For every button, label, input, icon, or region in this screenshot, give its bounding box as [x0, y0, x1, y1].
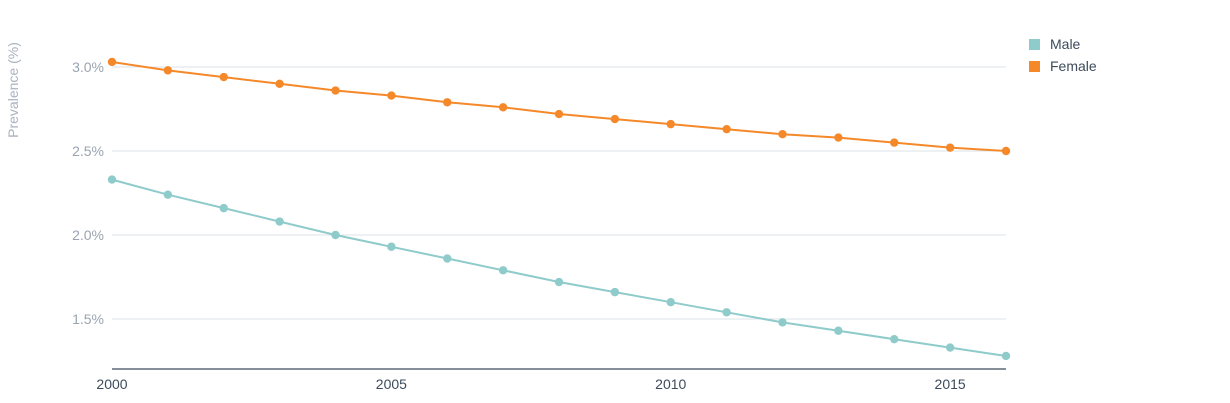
- data-point-male: [331, 230, 340, 240]
- data-point-male: [498, 266, 508, 275]
- data-point-female: [722, 124, 731, 134]
- x-tick-label: 2010: [655, 376, 686, 392]
- data-point-female: [387, 91, 396, 100]
- y-tick-label: 2.5%: [72, 143, 104, 159]
- data-point-male: [945, 343, 955, 352]
- data-point-female: [163, 66, 173, 75]
- x-axis: 2000 2005 2010 2015: [96, 368, 1006, 392]
- legend-label-male: Male: [1050, 36, 1081, 52]
- data-point-female: [219, 72, 228, 82]
- data-point-male: [778, 318, 787, 327]
- data-point-female: [834, 133, 843, 142]
- data-point-female: [666, 119, 675, 129]
- data-point-female: [275, 79, 284, 89]
- data-point-female: [107, 57, 117, 67]
- series-line-male: [111, 178, 1007, 357]
- legend-item-female[interactable]: Female: [1029, 55, 1097, 77]
- y-axis-label: Prevalence (%): [5, 42, 21, 138]
- data-point-female: [945, 143, 955, 152]
- data-point-male: [890, 334, 899, 344]
- legend-swatch-male: [1029, 38, 1040, 50]
- y-axis-ticks: 1.5% 2.0% 2.5% 3.0%: [72, 59, 104, 327]
- data-point-male: [722, 308, 731, 317]
- data-point-male: [1001, 351, 1011, 361]
- data-point-female: [610, 114, 620, 124]
- data-point-female: [1001, 146, 1011, 156]
- legend-item-male[interactable]: Male: [1029, 33, 1097, 55]
- data-point-male: [107, 175, 117, 184]
- legend-label-female: Female: [1050, 58, 1097, 74]
- series-points: [107, 57, 1011, 361]
- data-point-female: [331, 86, 340, 95]
- data-point-male: [219, 203, 228, 213]
- y-tick-label: 2.0%: [72, 227, 104, 243]
- data-point-male: [443, 254, 452, 263]
- series-lines: [111, 61, 1007, 357]
- data-point-female: [890, 138, 899, 147]
- y-tick-label: 1.5%: [72, 311, 104, 327]
- series-line-female: [111, 61, 1007, 152]
- gridlines: [112, 66, 1006, 320]
- data-point-female: [554, 109, 564, 119]
- data-point-female: [443, 98, 452, 107]
- y-tick-label: 3.0%: [72, 59, 104, 75]
- data-point-male: [610, 287, 620, 297]
- legend: Male Female: [1029, 33, 1097, 77]
- data-point-male: [834, 326, 843, 335]
- legend-swatch-female: [1029, 60, 1040, 72]
- x-tick-label: 2000: [96, 376, 127, 392]
- data-point-male: [275, 217, 284, 226]
- x-tick-label: 2015: [935, 376, 966, 392]
- data-point-male: [387, 242, 396, 251]
- data-point-male: [554, 277, 564, 287]
- x-tick-label: 2005: [376, 376, 407, 392]
- data-point-female: [498, 103, 508, 112]
- data-point-female: [778, 130, 787, 139]
- data-point-male: [666, 298, 675, 307]
- data-point-male: [163, 190, 173, 199]
